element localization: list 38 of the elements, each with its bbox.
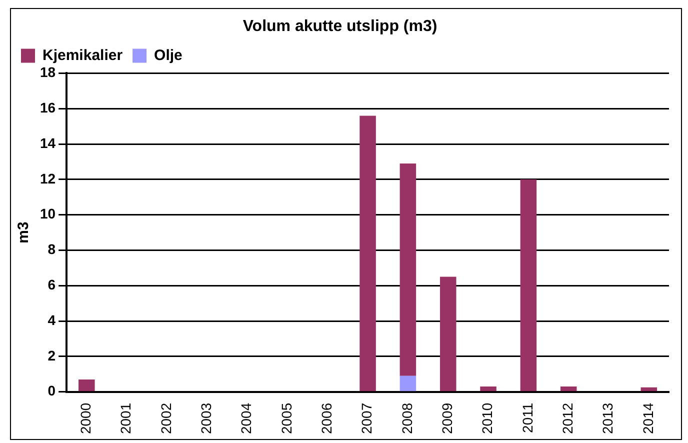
- x-tick-label: 2002: [158, 402, 174, 434]
- y-tick-label: 2: [48, 347, 56, 364]
- x-tick-label: 2011: [519, 402, 536, 433]
- x-tick-label: 2004: [238, 402, 254, 434]
- x-tick-label: 2006: [318, 402, 334, 434]
- x-tick-label: 2005: [278, 402, 294, 434]
- x-tick-label: 2010: [479, 402, 496, 434]
- y-tick-label: 6: [48, 276, 56, 292]
- x-tick-label: 2000: [78, 402, 94, 434]
- y-tick-label: 10: [40, 206, 56, 222]
- y-tick-label: 8: [48, 241, 56, 258]
- x-tick-label: 2003: [198, 402, 214, 434]
- bar: [78, 379, 95, 392]
- y-tick-label: 0: [48, 382, 56, 399]
- y-tick-label: 14: [40, 134, 56, 151]
- bar: [480, 386, 496, 392]
- x-tick-label: 2007: [358, 402, 375, 434]
- y-tick-label: 18: [40, 64, 56, 80]
- bar: [440, 276, 456, 392]
- y-tick-label: 12: [40, 170, 56, 186]
- bar: [400, 376, 416, 392]
- legend-label: Olje: [154, 46, 182, 64]
- y-tick-label: 4: [48, 312, 56, 328]
- x-tick-label: 2008: [398, 402, 415, 434]
- x-tick-label: 2009: [438, 402, 455, 434]
- y-axis-title: m3: [15, 222, 32, 244]
- x-tick-label: 2001: [118, 402, 134, 434]
- y-tick-label: 16: [40, 99, 56, 116]
- bar: [360, 116, 376, 392]
- bar: [560, 386, 577, 392]
- x-tick-label: 2013: [600, 402, 616, 434]
- x-tick-label: 2012: [559, 402, 576, 434]
- chart-title: Volum akutte utslipp (m3): [242, 18, 438, 36]
- legend-label: Kjemikalier: [42, 46, 123, 64]
- bar: [640, 387, 658, 392]
- x-tick-label: 2014: [640, 402, 656, 434]
- bar: [400, 163, 416, 376]
- bar: [520, 179, 537, 392]
